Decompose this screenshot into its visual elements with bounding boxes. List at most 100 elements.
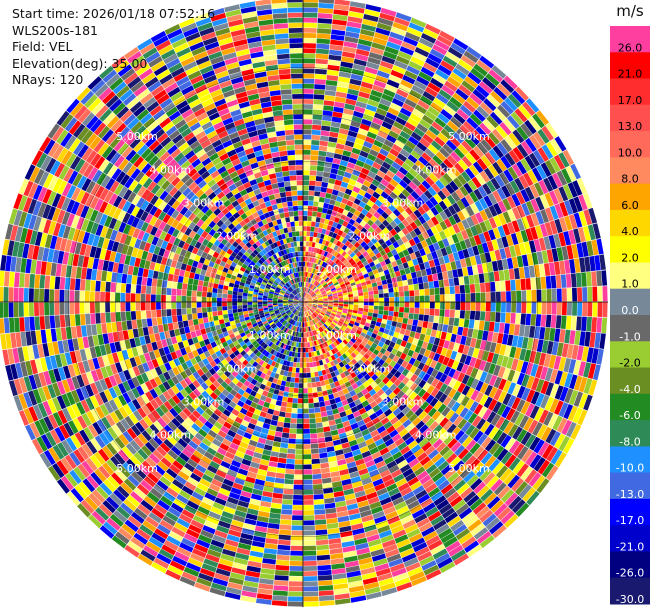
- velocity-gate: [324, 322, 330, 327]
- velocity-gate: [408, 136, 419, 146]
- velocity-gate: [453, 38, 469, 51]
- velocity-gate: [388, 130, 399, 139]
- velocity-gate: [307, 256, 310, 262]
- velocity-gate: [291, 520, 303, 526]
- velocity-gate: [323, 492, 334, 499]
- velocity-gate: [368, 327, 374, 333]
- velocity-gate: [278, 457, 287, 464]
- velocity-gate: [395, 55, 410, 65]
- velocity-gate: [419, 555, 435, 567]
- velocity-gate: [322, 110, 333, 117]
- velocity-gate: [561, 288, 567, 302]
- velocity-gate: [376, 170, 386, 179]
- velocity-gate: [513, 324, 520, 336]
- velocity-gate: [324, 240, 330, 247]
- velocity-gate: [428, 487, 441, 498]
- velocity-gate: [333, 302, 339, 304]
- velocity-gate: [303, 474, 313, 480]
- velocity-gate: [315, 290, 320, 294]
- velocity-gate: [377, 195, 386, 204]
- velocity-gate: [420, 355, 428, 364]
- velocity-gate: [336, 510, 349, 518]
- velocity-gate: [453, 342, 460, 352]
- velocity-gate: [462, 121, 475, 133]
- velocity-gate: [303, 298, 307, 302]
- velocity-gate: [348, 83, 361, 91]
- velocity-gate: [364, 264, 371, 270]
- velocity-gate: [412, 338, 419, 346]
- velocity-gate: [303, 109, 313, 115]
- velocity-gate: [343, 345, 350, 351]
- velocity-gate: [374, 234, 382, 242]
- velocity-gate: [420, 498, 433, 509]
- velocity-gate: [304, 292, 306, 298]
- velocity-gate: [319, 375, 324, 382]
- velocity-gate: [311, 285, 315, 290]
- velocity-gate: [357, 231, 364, 238]
- velocity-gate: [378, 373, 386, 381]
- velocity-gate: [402, 317, 408, 324]
- velocity-gate: [385, 548, 400, 558]
- velocity-gate: [352, 274, 359, 280]
- velocity-gate: [546, 289, 552, 302]
- velocity-gate: [430, 226, 439, 235]
- velocity-gate: [320, 411, 328, 417]
- velocity-gate: [355, 160, 365, 168]
- velocity-gate: [443, 124, 456, 136]
- velocity-gate: [335, 253, 341, 259]
- velocity-gate: [322, 421, 330, 428]
- velocity-gate: [308, 301, 313, 302]
- velocity-gate: [555, 315, 562, 329]
- velocity-gate: [354, 340, 361, 347]
- velocity-gate: [489, 111, 503, 125]
- velocity-gate: [449, 96, 463, 109]
- velocity-gate: [391, 248, 398, 256]
- velocity-gate: [508, 457, 521, 471]
- velocity-gate: [324, 161, 333, 168]
- velocity-gate: [342, 353, 348, 360]
- velocity-gate: [325, 507, 337, 514]
- velocity-gate: [319, 140, 328, 147]
- velocity-gate: [357, 155, 367, 163]
- velocity-gate: [465, 398, 475, 410]
- velocity-gate: [315, 217, 321, 223]
- velocity-gate: [305, 311, 308, 317]
- velocity-gate: [564, 215, 573, 231]
- velocity-gate: [500, 312, 506, 323]
- velocity-gate: [512, 146, 525, 161]
- velocity-gate: [311, 382, 317, 388]
- velocity-gate: [461, 511, 476, 524]
- velocity-gate: [320, 320, 325, 325]
- velocity-gate: [305, 241, 310, 247]
- velocity-gate: [312, 361, 317, 367]
- velocity-gate: [536, 424, 548, 439]
- velocity-gate: [543, 411, 554, 426]
- velocity-gate: [567, 302, 572, 316]
- velocity-gate: [343, 227, 350, 234]
- velocity-gate: [307, 303, 313, 305]
- velocity-gate: [403, 557, 419, 568]
- velocity-gate: [461, 536, 477, 549]
- velocity-gate: [435, 179, 445, 190]
- velocity-gate: [353, 532, 366, 541]
- velocity-gate: [389, 148, 400, 157]
- velocity-gate: [274, 431, 283, 438]
- velocity-gate: [339, 318, 345, 323]
- velocity-gate: [320, 273, 326, 279]
- velocity-gate: [344, 555, 358, 563]
- velocity-gate: [293, 489, 303, 495]
- velocity-gate: [379, 125, 391, 135]
- velocity-gate: [409, 252, 417, 260]
- velocity-gate: [366, 491, 378, 500]
- velocity-gate: [316, 386, 322, 392]
- velocity-gate: [291, 413, 298, 419]
- velocity-gate: [431, 121, 444, 132]
- velocity-gate: [303, 459, 312, 465]
- velocity-gate: [405, 207, 414, 216]
- velocity-gate: [306, 262, 310, 267]
- velocity-gate: [411, 177, 422, 187]
- velocity-gate: [453, 415, 464, 427]
- velocity-gate: [316, 422, 323, 428]
- velocity-gate: [440, 483, 454, 495]
- velocity-gate: [397, 230, 405, 239]
